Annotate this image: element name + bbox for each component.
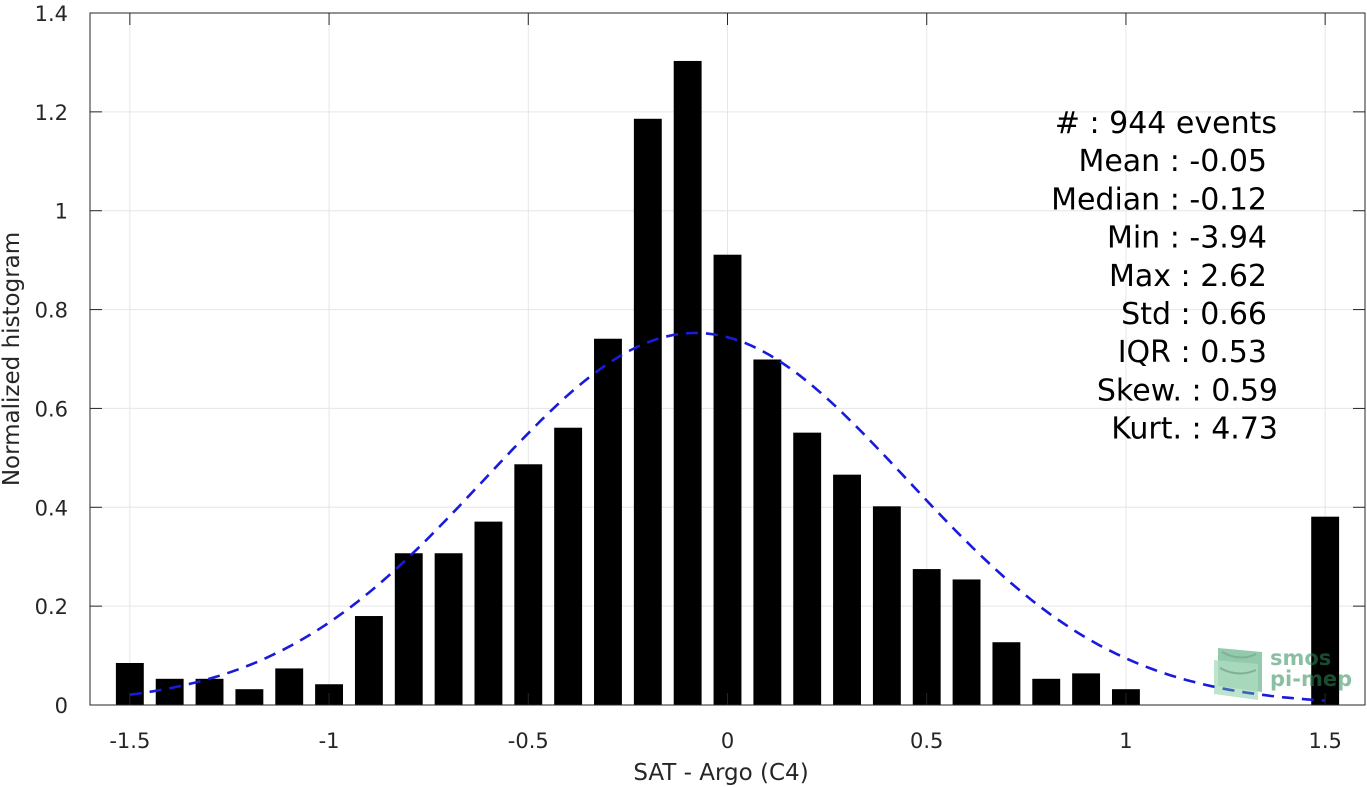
bar-9 [474, 521, 503, 705]
gaussian-fit-curve [129, 331, 1326, 702]
bar-14 [673, 60, 702, 705]
bar-11 [554, 427, 583, 705]
stats-line-5: Std : 0.66 [1121, 297, 1267, 332]
smos-pi-mep-watermark: smos pi-mep [1214, 646, 1352, 700]
bar-1 [155, 678, 184, 705]
y-tick-label-2: 0.4 [35, 496, 68, 520]
watermark-line1: smos [1270, 646, 1331, 670]
axis-ticks [90, 12, 1365, 706]
bar-12 [594, 338, 622, 705]
stats-line-7: Skew. : 0.59 [1097, 373, 1278, 408]
bar-23 [1032, 678, 1061, 705]
y-axis-label: Normalized histogram [0, 232, 25, 486]
bar-4 [275, 668, 304, 705]
bar-13 [633, 118, 662, 705]
y-tick-label-7: 1.4 [35, 2, 68, 26]
stats-line-4: Max : 2.62 [1109, 259, 1267, 294]
stats-line-0: # : 944 events [1055, 106, 1277, 141]
bar-2 [195, 678, 224, 705]
x-tick-label-0: -1.5 [109, 729, 150, 753]
bar-6 [354, 616, 383, 705]
bar-15 [713, 254, 742, 705]
stats-line-8: Kurt. : 4.73 [1111, 412, 1278, 447]
bar-8 [434, 553, 463, 705]
stats-line-1: Mean : -0.05 [1078, 144, 1267, 179]
y-tick-label-5: 1 [55, 200, 68, 224]
bar-21 [952, 579, 981, 705]
x-tick-labels: -1.5 -1 -0.5 0 0.5 1 1.5 [109, 729, 1342, 753]
x-tick-label-6: 1.5 [1308, 729, 1341, 753]
stats-line-2: Median : -0.12 [1051, 182, 1267, 217]
bar-7 [394, 553, 423, 705]
stats-line-6: IQR : 0.53 [1118, 335, 1267, 370]
bar-10 [514, 464, 543, 705]
x-tick-label-5: 1 [1119, 729, 1132, 753]
bar-24 [1072, 673, 1101, 705]
x-tick-label-4: 0.5 [910, 729, 943, 753]
x-axis-label: SAT - Argo (C4) [633, 760, 808, 786]
x-tick-label-3: 0 [721, 729, 734, 753]
bar-22 [992, 642, 1021, 705]
bar-17 [793, 432, 822, 705]
y-tick-label-4: 0.8 [35, 299, 68, 323]
bar-20 [912, 569, 941, 705]
y-tick-labels: 0 0.2 0.4 0.6 0.8 1 1.2 1.4 [35, 2, 68, 718]
y-tick-label-3: 0.6 [35, 397, 68, 421]
y-tick-label-6: 1.2 [35, 101, 68, 125]
bar-30 [1311, 516, 1340, 705]
y-tick-label-0: 0 [55, 694, 68, 718]
bar-16 [753, 359, 782, 705]
x-tick-label-1: -1 [319, 729, 340, 753]
x-tick-label-2: -0.5 [508, 729, 549, 753]
watermark-logo-icon [1214, 648, 1262, 700]
bars [115, 60, 1340, 705]
y-tick-label-1: 0.2 [35, 595, 68, 619]
watermark-line2: pi-mep [1270, 667, 1352, 691]
bar-18 [833, 474, 861, 705]
bar-19 [872, 506, 901, 705]
stats-line-3: Min : -3.94 [1107, 221, 1267, 256]
bar-3 [235, 689, 264, 705]
